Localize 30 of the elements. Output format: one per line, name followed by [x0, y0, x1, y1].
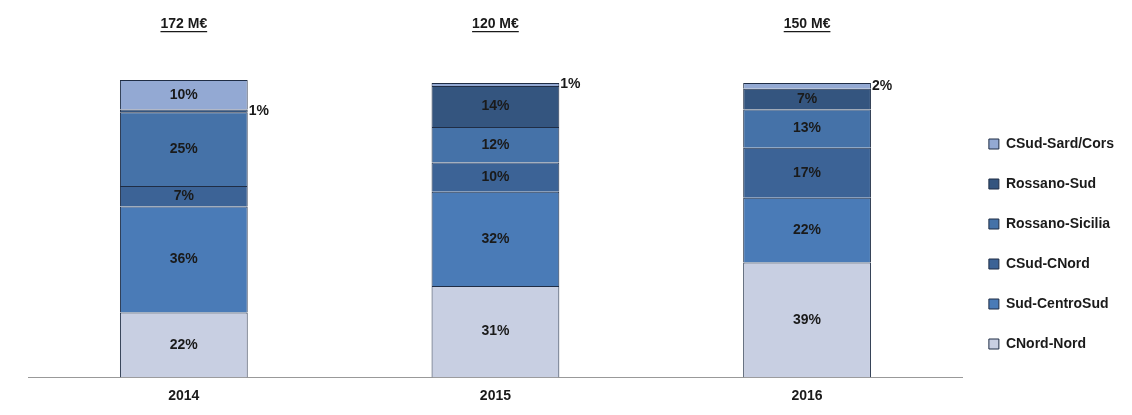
data-label: 1% — [248, 101, 270, 118]
data-label: 13% — [793, 119, 822, 136]
data-label: 10% — [169, 85, 199, 102]
data-label: 39% — [793, 310, 822, 327]
data-label: 7% — [796, 89, 818, 106]
data-label: 2% — [871, 76, 893, 93]
legend-label: CSud-Sard/Cors — [1005, 134, 1115, 151]
text: 172 M€ — [160, 15, 208, 31]
text: 150 M€ — [783, 15, 831, 31]
data-label: 32% — [481, 229, 510, 246]
data-label: 22% — [793, 220, 822, 237]
data-label: 1% — [560, 75, 582, 92]
x-tick-label: 2014 — [168, 387, 200, 404]
x-tick-label: 2016 — [791, 387, 823, 404]
data-label: 25% — [169, 140, 199, 157]
data-label: 14% — [481, 97, 510, 114]
legend-label: CNord-Nord — [1005, 334, 1086, 351]
data-label: 22% — [169, 335, 199, 352]
data-label: 12% — [481, 135, 510, 152]
data-label: 36% — [169, 250, 199, 267]
data-label: 17% — [793, 163, 822, 180]
text: 120 M€ — [472, 15, 519, 31]
data-label: 31% — [481, 322, 510, 339]
legend-label: Rossano-Sud — [1005, 174, 1097, 191]
x-tick-label: 2015 — [479, 387, 512, 404]
legend-label: Rossano-Sicilia — [1005, 214, 1111, 231]
data-label: 10% — [481, 167, 510, 184]
data-label: 7% — [173, 187, 195, 204]
legend-label: Sud-CentroSud — [1005, 294, 1109, 311]
legend-label: CSud-CNord — [1005, 254, 1090, 271]
